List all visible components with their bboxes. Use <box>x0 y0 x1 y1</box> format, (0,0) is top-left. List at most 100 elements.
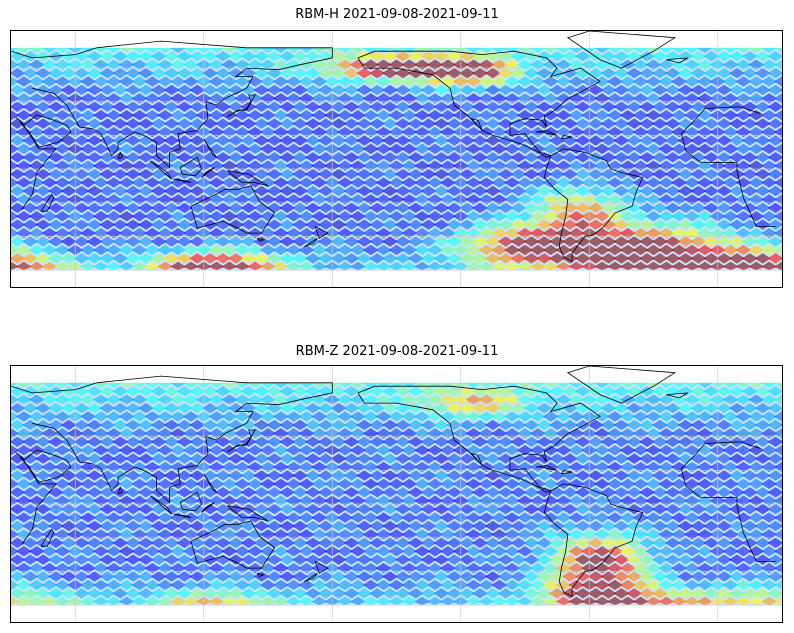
data-cell <box>748 394 765 405</box>
data-cell <box>292 84 309 96</box>
data-cell <box>716 537 733 549</box>
data-cell <box>504 495 521 506</box>
data-cell <box>690 588 707 599</box>
data-cell <box>356 118 373 129</box>
data-cell <box>227 470 244 481</box>
data-cell <box>459 185 476 197</box>
data-cell <box>272 194 289 205</box>
data-cell <box>163 520 180 532</box>
data-cell <box>427 143 444 155</box>
data-cell <box>420 402 437 414</box>
data-cell <box>99 253 116 264</box>
data-cell <box>613 520 630 532</box>
data-cell <box>684 444 701 456</box>
data-cell <box>729 152 745 163</box>
data-cell <box>137 152 154 163</box>
data-cell <box>157 93 174 104</box>
data-cell <box>125 168 142 180</box>
data-cell <box>260 59 276 70</box>
data-cell <box>439 562 456 574</box>
data-cell <box>478 529 495 540</box>
data-cell <box>529 546 546 557</box>
data-cell <box>388 411 405 422</box>
data-cell <box>529 512 546 523</box>
data-cell <box>536 185 553 197</box>
data-cell <box>15 59 32 70</box>
data-cell <box>92 382 109 389</box>
data-cell <box>137 537 154 549</box>
data-cell <box>568 529 585 540</box>
data-cell <box>767 520 782 532</box>
data-cell <box>529 160 546 171</box>
data-cell <box>41 411 58 422</box>
data-cell <box>639 202 656 214</box>
data-cell <box>639 84 656 96</box>
data-cell <box>529 596 546 606</box>
data-cell <box>414 47 431 54</box>
data-cell <box>163 537 180 549</box>
data-cell <box>761 411 778 422</box>
data-cell <box>356 168 373 180</box>
data-cell <box>729 67 745 79</box>
data-cell <box>517 109 533 121</box>
data-cell <box>125 520 142 532</box>
data-cell <box>11 537 26 549</box>
data-cell <box>28 411 45 422</box>
data-cell <box>671 244 688 256</box>
data-cell <box>221 76 238 87</box>
data-cell <box>15 478 32 490</box>
data-cell <box>677 588 694 599</box>
data-cell <box>208 109 225 121</box>
data-cell <box>189 554 206 565</box>
data-cell <box>92 529 109 540</box>
data-cell <box>696 461 713 473</box>
coastline <box>40 193 55 212</box>
data-cell <box>639 101 656 113</box>
data-cell <box>754 588 771 599</box>
data-cell <box>330 520 347 532</box>
data-cell <box>99 537 116 549</box>
data-cell <box>80 76 97 87</box>
data-cell <box>472 470 488 481</box>
data-cell <box>221 93 238 104</box>
data-cell <box>15 177 32 188</box>
data-cell <box>157 428 174 439</box>
data-cell <box>722 596 739 606</box>
data-cell <box>619 109 636 121</box>
data-cell <box>388 211 405 222</box>
data-cell <box>215 503 231 515</box>
data-cell <box>401 143 418 155</box>
data-cell <box>15 529 32 540</box>
data-cell <box>266 453 283 464</box>
data-cell <box>407 219 424 230</box>
data-cell <box>684 562 701 574</box>
data-cell <box>170 227 187 239</box>
data-cell <box>754 402 771 414</box>
data-cell <box>606 382 623 389</box>
data-cell <box>549 253 566 264</box>
data-cell <box>761 160 778 171</box>
data-cell <box>112 253 129 264</box>
data-cell <box>266 571 283 582</box>
data-cell <box>459 402 476 414</box>
data-cell <box>112 135 129 146</box>
data-cell <box>349 47 366 54</box>
data-cell <box>41 59 58 70</box>
data-cell <box>761 244 778 256</box>
data-cell <box>497 84 514 96</box>
data-cell <box>163 101 180 113</box>
data-cell <box>343 487 360 498</box>
data-cell <box>542 411 559 422</box>
data-cell <box>157 211 174 222</box>
data-cell <box>35 118 52 129</box>
data-cell <box>221 562 238 574</box>
data-cell <box>234 428 251 439</box>
data-cell <box>215 419 231 431</box>
data-cell <box>369 51 386 62</box>
data-cell <box>382 202 399 214</box>
data-cell <box>266 470 283 481</box>
data-cell <box>266 152 283 163</box>
data-cell <box>337 444 354 456</box>
data-cell <box>741 152 758 163</box>
data-cell <box>227 118 244 129</box>
